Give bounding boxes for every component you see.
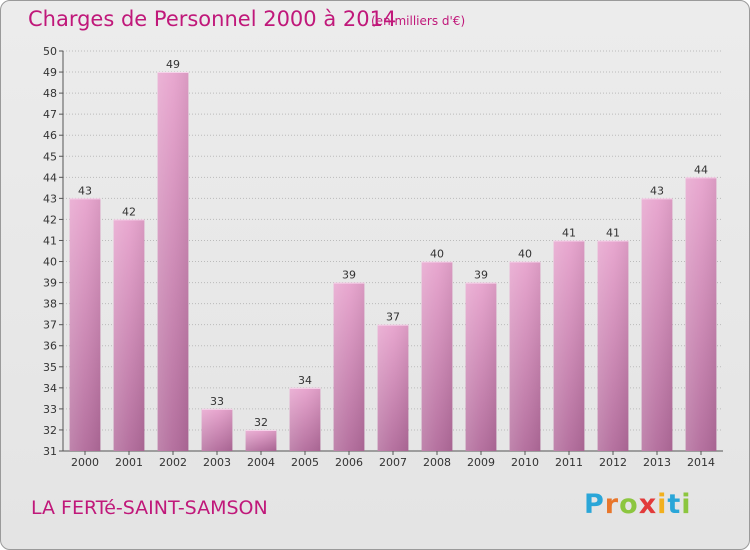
y-tick-label: 34: [43, 382, 57, 395]
data-label: 39: [474, 269, 488, 282]
bar-gloss: [421, 261, 453, 451]
bar-gloss: [69, 198, 101, 451]
bar-gloss: [333, 282, 365, 451]
bar-gloss: [553, 240, 585, 451]
data-label: 44: [694, 163, 708, 176]
y-tick-label: 50: [43, 45, 57, 58]
data-label: 32: [254, 416, 268, 429]
chart-title: Charges de Personnel 2000 à 2014: [28, 7, 397, 31]
x-tick-label: 2000: [71, 456, 99, 469]
data-label: 41: [562, 226, 576, 239]
y-tick-label: 35: [43, 361, 57, 374]
data-label: 39: [342, 269, 356, 282]
y-tick-label: 40: [43, 256, 57, 269]
proxiti-logo: Proxiti: [584, 489, 692, 520]
y-tick-label: 31: [43, 445, 57, 458]
bar-gloss: [245, 429, 277, 451]
y-tick-label: 49: [43, 66, 57, 79]
y-tick-label: 43: [43, 192, 57, 205]
data-label: 42: [122, 205, 136, 218]
data-label: 40: [518, 248, 532, 261]
logo-letter: r: [604, 489, 620, 520]
y-tick-label: 45: [43, 150, 57, 163]
axes: 31 32 33 34 35 36 37 38 39 40 41 42 43 44 45 46 47 48 49 50…: [43, 45, 723, 469]
y-tick-label: 41: [43, 234, 57, 247]
bar-gloss: [157, 72, 189, 451]
x-tick-label: 2013: [643, 456, 671, 469]
bar-gloss: [685, 177, 717, 451]
data-label: 34: [298, 374, 312, 387]
x-tick-label: 2014: [687, 456, 715, 469]
x-tick-label: 2011: [555, 456, 583, 469]
y-tick-label: 32: [43, 424, 57, 437]
y-tick-label: 37: [43, 319, 57, 332]
data-label: 40: [430, 248, 444, 261]
data-label: 49: [166, 58, 180, 71]
bar-gloss: [597, 240, 629, 451]
x-tick-label: 2012: [599, 456, 627, 469]
y-tick-label: 46: [43, 129, 57, 142]
y-tick-label: 36: [43, 340, 57, 353]
x-tick-label: 2001: [115, 456, 143, 469]
x-tick-label: 2006: [335, 456, 363, 469]
bar-gloss: [641, 198, 673, 451]
data-label: 37: [386, 311, 400, 324]
location-name: LA FERTé-SAINT-SAMSON: [31, 497, 268, 519]
bar-gloss: [113, 219, 145, 451]
logo-letter: i: [681, 489, 692, 520]
logo-letter: t: [667, 489, 682, 520]
bar-gloss: [465, 282, 497, 451]
y-tick-label: 39: [43, 277, 57, 290]
x-tick-label: 2010: [511, 456, 539, 469]
chart-subtitle: (en milliers d'€): [371, 14, 466, 28]
data-label: 43: [78, 184, 92, 197]
y-tick-label: 44: [43, 171, 57, 184]
data-label: 33: [210, 395, 224, 408]
logo-letter: i: [657, 489, 668, 520]
data-labels: 43 42 49 33 32 34 39 37 40 39 40 41 41 43 44: [78, 58, 708, 429]
x-tick-label: 2005: [291, 456, 319, 469]
logo-letter: o: [619, 489, 639, 520]
bar-gloss: [509, 261, 541, 451]
logo-letter: P: [584, 489, 605, 520]
logo-letter: x: [638, 489, 658, 520]
y-tick-label: 38: [43, 298, 57, 311]
x-tick-label: 2009: [467, 456, 495, 469]
x-tick-label: 2007: [379, 456, 407, 469]
y-tick-label: 48: [43, 87, 57, 100]
x-tick-label: 2003: [203, 456, 231, 469]
bar-gloss: [289, 387, 321, 451]
y-tick-label: 47: [43, 108, 57, 121]
data-label: 43: [650, 184, 664, 197]
bar-chart: 31 32 33 34 35 36 37 38 39 40 41 42 43 44 45 46 47 48 49 50…: [43, 45, 723, 469]
y-tick-label: 42: [43, 213, 57, 226]
bar-gloss: [201, 408, 233, 451]
x-tick-label: 2002: [159, 456, 187, 469]
data-label: 41: [606, 226, 620, 239]
bar-gloss: [377, 324, 409, 451]
y-tick-label: 33: [43, 403, 57, 416]
bars: [69, 72, 717, 451]
x-tick-label: 2008: [423, 456, 451, 469]
x-tick-label: 2004: [247, 456, 275, 469]
